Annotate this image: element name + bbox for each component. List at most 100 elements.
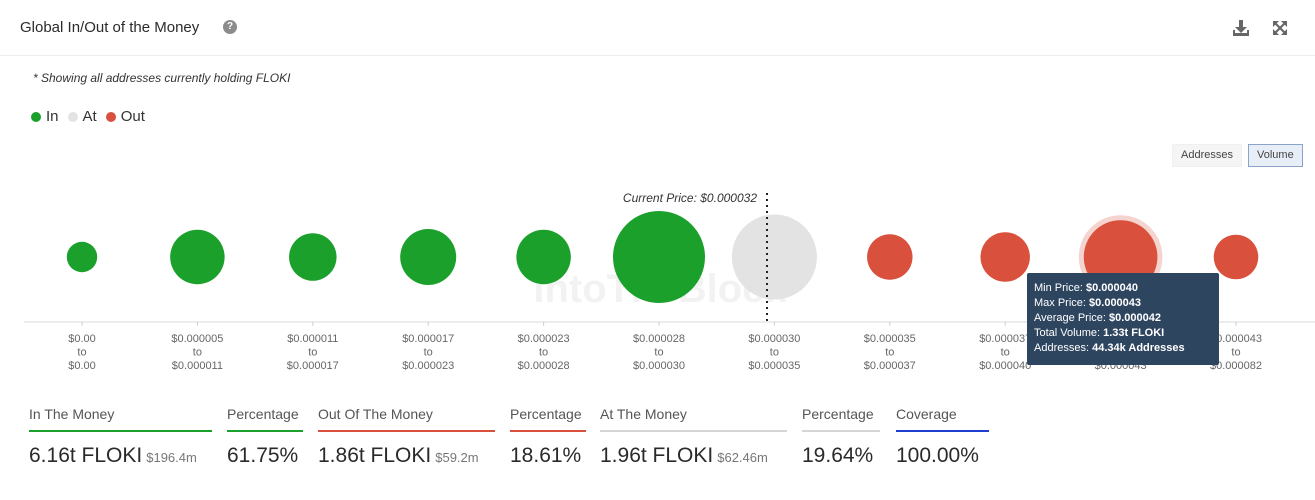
expand-icon[interactable] — [1270, 18, 1290, 38]
tooltip-label: Addresses: — [1034, 342, 1090, 354]
chart-legend: In At Out — [31, 108, 154, 125]
stat-label: Percentage — [510, 406, 582, 422]
x-tick-label: $0.000017 — [402, 333, 454, 345]
legend-dot-at — [67, 111, 78, 122]
bubble-in-5[interactable] — [613, 211, 705, 303]
tooltip-value: 1.33t FLOKI — [1103, 327, 1165, 339]
stat-in-percentage: Percentage 61.75% — [227, 406, 303, 468]
bubble-in-1[interactable] — [170, 229, 225, 285]
tooltip-row-total-volume: Total Volume: 1.33t FLOKI — [1034, 326, 1212, 341]
tooltip-value: $0.000040 — [1085, 282, 1138, 294]
stat-value-usd: $62.46m — [717, 450, 768, 465]
x-tick-label: $0.000030 — [633, 360, 685, 372]
stat-value: 19.64% — [802, 444, 880, 468]
stat-value: 18.61% — [510, 444, 586, 468]
stat-label: In The Money — [29, 406, 115, 422]
tooltip-label: Max Price: — [1034, 297, 1086, 309]
x-tick-label: $0.000035 — [864, 333, 916, 345]
download-icon[interactable] — [1231, 18, 1251, 38]
tooltip-value: $0.000042 — [1109, 312, 1162, 324]
stat-value: 100.00% — [896, 444, 989, 468]
legend-dot-out — [105, 111, 116, 122]
x-tick-label: to — [77, 347, 86, 359]
stat-label: Coverage — [896, 406, 957, 422]
stat-in-the-money: In The Money 6.16t FLOKI $196.4m — [29, 406, 212, 468]
stat-underline — [600, 430, 787, 432]
stat-value-main: 61.75% — [227, 444, 299, 467]
x-tick-label: to — [308, 347, 317, 359]
tooltip-row-min-price: Min Price: $0.000040 — [1034, 281, 1212, 296]
stat-underline — [29, 430, 212, 432]
legend-item-in[interactable]: In — [31, 108, 59, 125]
legend-item-out[interactable]: Out — [105, 108, 145, 125]
stat-at-the-money: At The Money 1.96t FLOKI $62.46m — [600, 406, 787, 468]
x-tick-label: to — [654, 347, 663, 359]
x-tick-label: $0.000035 — [748, 360, 800, 372]
current-price-label: Current Price: $0.000032 — [623, 191, 757, 205]
tooltip-value: 44.34k Addresses — [1092, 342, 1185, 354]
x-tick-label: $0.00 — [68, 333, 96, 345]
stat-value-main: 18.61% — [510, 444, 582, 467]
stat-value-usd: $59.2m — [435, 450, 479, 465]
bubble-at-6[interactable] — [731, 214, 817, 300]
stat-underline — [896, 430, 989, 432]
stat-value: 61.75% — [227, 444, 303, 468]
stat-value: 6.16t FLOKI $196.4m — [29, 444, 212, 468]
legend-item-at[interactable]: At — [67, 108, 97, 125]
stat-out-percentage: Percentage 18.61% — [510, 406, 586, 468]
stat-value-main: 1.96t FLOKI — [600, 444, 714, 467]
legend-label-at: At — [82, 108, 97, 125]
stat-underline — [510, 430, 586, 432]
card-header: Global In/Out of the Money ? — [0, 0, 1315, 56]
holding-note: * Showing all addresses currently holdin… — [33, 71, 291, 85]
x-tick-label: $0.000037 — [979, 333, 1031, 345]
x-tick-label: $0.000043 — [1210, 333, 1262, 345]
stat-value-usd: $196.4m — [146, 450, 197, 465]
stat-underline — [318, 430, 495, 432]
bubble-out-7[interactable] — [867, 234, 913, 280]
tooltip-value: $0.000043 — [1089, 297, 1142, 309]
x-tick-label: $0.000028 — [633, 333, 685, 345]
stat-value-main: 1.86t FLOKI — [318, 444, 432, 467]
legend-label-in: In — [46, 108, 59, 125]
stat-label: Percentage — [802, 406, 874, 422]
x-tick-label: $0.000011 — [287, 333, 338, 345]
tooltip-row-max-price: Max Price: $0.000043 — [1034, 296, 1212, 311]
bubble-out-10[interactable] — [1213, 234, 1259, 280]
x-tick-label: to — [885, 347, 894, 359]
stat-underline — [227, 430, 303, 432]
bubble-tooltip: Min Price: $0.000040 Max Price: $0.00004… — [1027, 273, 1219, 365]
x-tick-label: $0.000028 — [518, 360, 570, 372]
x-tick-label: to — [193, 347, 202, 359]
bubble-in-0[interactable] — [66, 241, 98, 273]
stat-value-main: 19.64% — [802, 444, 874, 467]
stat-value-main: 6.16t FLOKI — [29, 444, 143, 467]
x-tick-label: to — [1231, 347, 1240, 359]
stat-out-of-the-money: Out Of The Money 1.86t FLOKI $59.2m — [318, 406, 495, 468]
bubble-in-2[interactable] — [289, 233, 337, 281]
tooltip-label: Average Price: — [1034, 312, 1106, 324]
stat-coverage: Coverage 100.00% — [896, 406, 989, 468]
tooltip-label: Total Volume: — [1034, 327, 1101, 339]
x-tick-label: to — [1001, 347, 1010, 359]
tooltip-row-avg-price: Average Price: $0.000042 — [1034, 311, 1212, 326]
addresses-toggle-button[interactable]: Addresses — [1172, 144, 1242, 167]
x-tick-label: $0.000005 — [171, 333, 223, 345]
help-icon[interactable]: ? — [223, 20, 237, 34]
x-tick-label: $0.000023 — [402, 360, 454, 372]
bubble-out-8[interactable] — [980, 232, 1030, 282]
x-tick-label: to — [770, 347, 779, 359]
x-tick-label: $0.000040 — [979, 360, 1031, 372]
stat-value: 1.96t FLOKI $62.46m — [600, 444, 787, 468]
x-tick-label: $0.000017 — [287, 360, 339, 372]
tooltip-label: Min Price: — [1034, 282, 1083, 294]
bubble-in-3[interactable] — [400, 229, 457, 285]
x-tick-label: to — [424, 347, 433, 359]
volume-toggle-button[interactable]: Volume — [1248, 144, 1303, 167]
x-tick-label: $0.000030 — [748, 333, 800, 345]
x-tick-label: $0.000082 — [1210, 360, 1262, 372]
stat-label: Percentage — [227, 406, 299, 422]
legend-dot-in — [31, 111, 41, 122]
x-tick-label: $0.000037 — [864, 360, 916, 372]
bubble-in-4[interactable] — [516, 229, 571, 285]
